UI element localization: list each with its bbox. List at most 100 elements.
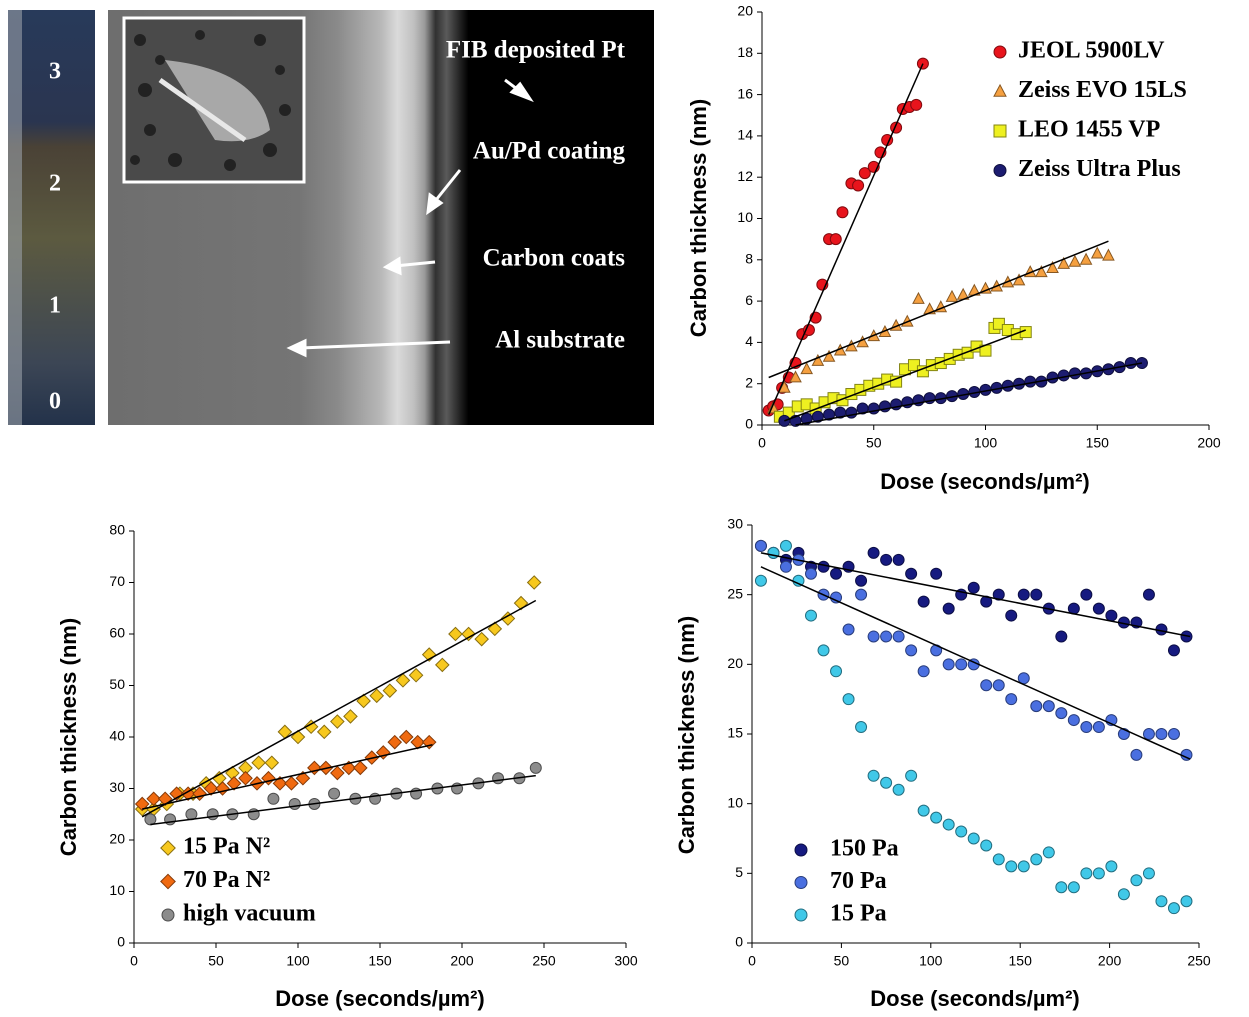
data-point [1030, 700, 1043, 713]
data-point [206, 808, 219, 821]
data-point [238, 770, 253, 786]
data-point [487, 621, 503, 637]
x-tick-label: 200 [450, 953, 474, 969]
x-tick-label: 50 [834, 953, 850, 969]
data-point [134, 796, 150, 812]
data-point [448, 626, 463, 642]
data-point [917, 804, 930, 817]
data-point [1167, 902, 1180, 915]
data-point [917, 665, 930, 678]
annotation: FIB deposited Pt [446, 37, 626, 64]
y-tick-label: 14 [737, 127, 753, 143]
data-point [867, 546, 880, 559]
x-tick-label: 0 [748, 953, 756, 969]
strip-label: 0 [49, 389, 61, 415]
y-tick-label: 20 [727, 655, 743, 671]
legend-marker [794, 843, 808, 857]
data-point [992, 679, 1005, 692]
data-point [1046, 371, 1059, 384]
data-point [930, 811, 943, 824]
data-point [822, 349, 836, 362]
data-point [226, 776, 242, 791]
data-point [1005, 860, 1018, 873]
data-point [356, 693, 371, 709]
data-point [1030, 588, 1043, 601]
inset-pores [130, 30, 291, 171]
y-tick-label: 40 [109, 728, 125, 744]
data-point [1057, 369, 1070, 382]
data-point [185, 808, 198, 821]
y-tick-label: 0 [117, 934, 125, 950]
data-point [1167, 644, 1180, 657]
data-point [1055, 881, 1068, 894]
data-point [855, 721, 868, 734]
data-point [1090, 246, 1104, 259]
y-tick-label: 15 [727, 725, 743, 741]
data-point [892, 783, 905, 796]
data-point [880, 630, 893, 643]
data-point [905, 567, 918, 580]
data-point [316, 724, 332, 740]
data-point [1042, 700, 1055, 713]
data-point [1068, 254, 1082, 267]
trend-line [760, 552, 1191, 638]
trend-line [141, 599, 537, 818]
arrows [286, 78, 534, 358]
data-point [1055, 630, 1068, 643]
x-tick-label: 100 [286, 953, 310, 969]
data-point [1105, 609, 1118, 622]
legend-marker [794, 876, 808, 889]
data-point [980, 679, 993, 692]
inset-lamella [165, 60, 270, 142]
data-point [830, 591, 843, 604]
legend-marker [794, 908, 808, 922]
y-tick-label: 2 [745, 374, 753, 390]
x-tick-label: 0 [758, 435, 766, 451]
data-point [1092, 867, 1105, 880]
x-tick-label: 50 [866, 435, 882, 451]
data-point [867, 630, 880, 643]
data-point [942, 658, 955, 671]
data-point [295, 770, 311, 786]
data-point [288, 797, 301, 810]
strip-label: 2 [49, 171, 61, 197]
x-tick-label: 250 [1187, 953, 1211, 969]
y-tick-label: 5 [735, 864, 743, 880]
y-tick-label: 8 [745, 251, 753, 267]
data-point [805, 567, 818, 580]
y-axis-title: Carbon thickness (nm) [56, 618, 81, 856]
data-point [1155, 728, 1168, 740]
data-point [290, 729, 306, 745]
data-point [369, 688, 385, 704]
data-point [203, 781, 219, 796]
data-point [823, 408, 836, 421]
y-tick-label: 25 [727, 585, 743, 601]
y-tick-label: 70 [109, 573, 125, 589]
data-point [830, 665, 843, 678]
data-point [830, 567, 843, 580]
y-tick-label: 50 [109, 676, 125, 692]
data-point [261, 770, 276, 786]
data-point [1067, 881, 1080, 894]
data-point [1035, 265, 1048, 278]
data-point [1142, 728, 1155, 740]
data-point [836, 206, 849, 219]
data-point [1005, 609, 1018, 622]
y-tick-label: 0 [735, 934, 743, 950]
chart: 0 5 10 15 20 25 30 0 50 100 150 200 250 Carbon thickn… [674, 516, 1211, 1011]
y-tick-label: 30 [109, 779, 125, 795]
legend-label: 150 Pa [830, 836, 899, 862]
x-tick-label: 50 [208, 953, 224, 969]
legend-label: LEO 1455 VP [1018, 117, 1160, 143]
data-point [500, 611, 516, 626]
data-point [992, 853, 1005, 866]
data-point [303, 719, 319, 735]
data-point [398, 729, 414, 745]
data-point [387, 734, 403, 750]
data-point [917, 595, 930, 608]
data-point [967, 832, 980, 845]
legend-label: 70 Pa [830, 868, 887, 894]
data-point [435, 657, 450, 673]
y-tick-label: 16 [737, 85, 753, 101]
